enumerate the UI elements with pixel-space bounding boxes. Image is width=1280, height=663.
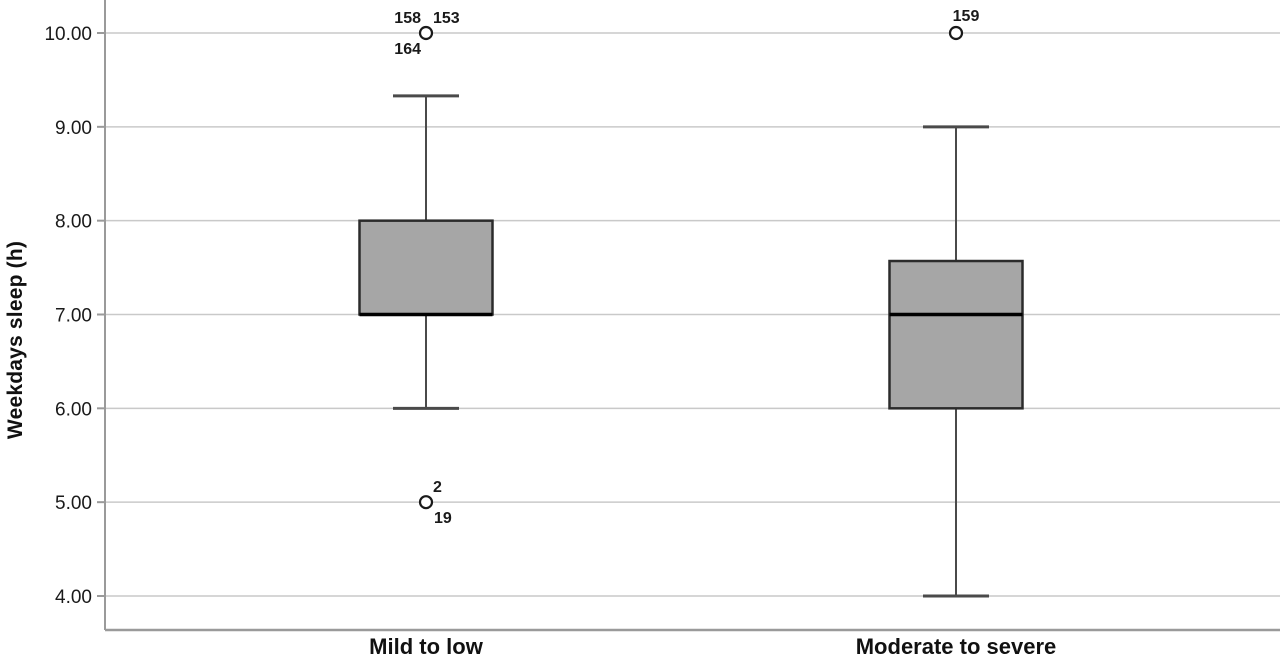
y-tick-label: 6.00 bbox=[55, 399, 92, 420]
y-tick-label: 8.00 bbox=[55, 212, 92, 233]
y-tick-label: 9.00 bbox=[55, 118, 92, 139]
outlier-label: 159 bbox=[953, 8, 980, 25]
outlier-marker-mild-to-low bbox=[418, 495, 434, 510]
y-tick-label: 4.00 bbox=[55, 587, 92, 608]
outlier-label: 2 bbox=[433, 479, 442, 496]
outlier-label: 153 bbox=[433, 10, 460, 27]
outlier-label: 164 bbox=[394, 41, 421, 58]
category-label-mild-to-low: Mild to low bbox=[369, 634, 483, 659]
outlier-marker-mild-to-low bbox=[418, 25, 434, 41]
iqr-box-mild-to-low bbox=[358, 219, 494, 316]
y-axis-title: Weekdays sleep (h) bbox=[4, 240, 27, 440]
iqr-box-moderate-to-severe bbox=[888, 259, 1024, 410]
category-label-moderate-to-severe: Moderate to severe bbox=[855, 634, 1057, 659]
outlier-label: 19 bbox=[434, 510, 452, 527]
y-tick-label: 7.00 bbox=[55, 305, 92, 326]
y-tick-label: 10.00 bbox=[44, 24, 92, 45]
y-tick-label: 5.00 bbox=[55, 493, 92, 514]
outlier-marker-moderate-to-severe bbox=[948, 25, 964, 41]
outlier-label: 158 bbox=[394, 10, 421, 27]
